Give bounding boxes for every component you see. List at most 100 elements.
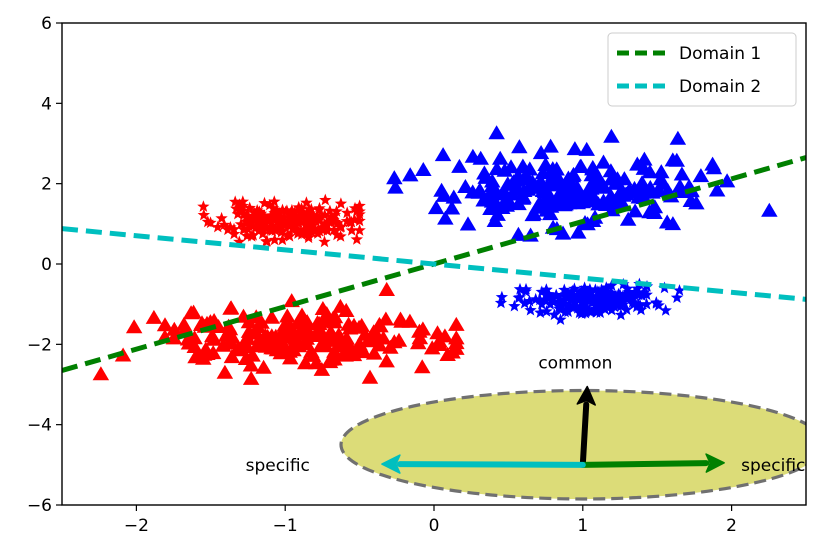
data-point bbox=[321, 354, 339, 369]
data-point bbox=[180, 335, 198, 350]
data-point bbox=[229, 195, 242, 208]
arrow-shaft bbox=[396, 461, 586, 468]
data-point bbox=[231, 207, 245, 220]
data-point bbox=[281, 343, 298, 358]
data-point bbox=[233, 235, 246, 248]
data-point bbox=[228, 227, 241, 240]
x-tick-label: −1 bbox=[273, 516, 298, 536]
data-point bbox=[475, 192, 492, 207]
data-point bbox=[668, 152, 685, 167]
data-point bbox=[211, 220, 224, 233]
data-point bbox=[273, 212, 286, 225]
specific-arrow-right bbox=[579, 453, 725, 473]
data-point bbox=[579, 187, 597, 202]
data-point bbox=[445, 189, 462, 204]
data-point bbox=[538, 202, 555, 217]
data-point bbox=[554, 313, 567, 325]
data-point bbox=[271, 223, 284, 235]
annotations-layer: common specific specific bbox=[246, 353, 806, 475]
data-point bbox=[588, 294, 601, 307]
data-point bbox=[335, 220, 348, 233]
data-point bbox=[414, 359, 431, 374]
legend: Domain 1 Domain 2 bbox=[607, 32, 797, 107]
data-point bbox=[361, 369, 379, 384]
data-point bbox=[175, 316, 193, 331]
data-point bbox=[233, 198, 246, 210]
data-point bbox=[524, 303, 537, 316]
data-point bbox=[609, 295, 622, 308]
data-point bbox=[626, 203, 644, 218]
data-point bbox=[568, 296, 582, 309]
data-point bbox=[343, 215, 356, 228]
data-point bbox=[259, 222, 272, 234]
data-point bbox=[557, 196, 574, 211]
data-point bbox=[243, 201, 256, 214]
data-point bbox=[566, 292, 579, 304]
data-point bbox=[650, 297, 663, 309]
data-point bbox=[476, 165, 493, 180]
data-point bbox=[283, 229, 296, 242]
x-tick-label: 2 bbox=[726, 516, 737, 536]
data-point bbox=[256, 227, 269, 240]
data-point bbox=[584, 290, 597, 302]
data-point bbox=[635, 160, 653, 175]
data-point bbox=[224, 329, 241, 344]
data-point bbox=[602, 291, 615, 304]
data-point bbox=[320, 217, 333, 229]
data-point bbox=[621, 282, 634, 295]
data-point bbox=[350, 233, 363, 245]
data-point bbox=[708, 182, 726, 197]
data-point bbox=[255, 359, 272, 374]
data-point bbox=[614, 299, 628, 312]
data-point bbox=[325, 210, 338, 223]
data-point bbox=[433, 182, 450, 197]
data-point bbox=[590, 196, 607, 211]
data-point bbox=[205, 331, 222, 346]
data-point bbox=[434, 147, 452, 162]
specific-arrow-left bbox=[381, 454, 586, 474]
data-point bbox=[581, 180, 598, 195]
data-point bbox=[371, 337, 388, 352]
data-point bbox=[257, 215, 271, 228]
data-point bbox=[659, 304, 672, 316]
data-point bbox=[535, 297, 548, 310]
data-point bbox=[551, 186, 568, 201]
y-tick-label: 0 bbox=[41, 255, 52, 275]
data-point bbox=[297, 224, 310, 237]
data-point bbox=[260, 235, 273, 247]
data-point bbox=[236, 204, 249, 217]
data-point bbox=[642, 179, 659, 194]
data-point bbox=[302, 231, 315, 244]
y-tick-label: −2 bbox=[27, 335, 52, 355]
data-point bbox=[439, 346, 456, 361]
data-point bbox=[542, 138, 559, 153]
data-point bbox=[495, 290, 508, 303]
data-point bbox=[293, 225, 307, 238]
data-point bbox=[268, 195, 281, 207]
data-point bbox=[411, 323, 428, 338]
data-point bbox=[166, 321, 183, 336]
data-point bbox=[628, 286, 641, 299]
data-point bbox=[578, 141, 595, 156]
data-point bbox=[382, 339, 399, 354]
data-point bbox=[533, 293, 546, 306]
data-point bbox=[353, 205, 366, 217]
data-point bbox=[276, 327, 293, 342]
line-domain-2 bbox=[62, 226, 806, 302]
data-point bbox=[534, 306, 547, 318]
data-point bbox=[305, 219, 319, 232]
data-point bbox=[502, 159, 520, 174]
data-point bbox=[295, 228, 308, 240]
data-point bbox=[459, 216, 477, 231]
data-point bbox=[548, 308, 561, 321]
data-point bbox=[633, 175, 651, 190]
data-point bbox=[218, 218, 231, 231]
data-point bbox=[594, 176, 611, 191]
data-point bbox=[236, 195, 249, 208]
data-point bbox=[547, 295, 560, 308]
data-point bbox=[513, 290, 526, 303]
data-point bbox=[424, 340, 441, 355]
data-point bbox=[299, 314, 316, 329]
data-point bbox=[312, 203, 325, 216]
data-point bbox=[300, 196, 313, 209]
